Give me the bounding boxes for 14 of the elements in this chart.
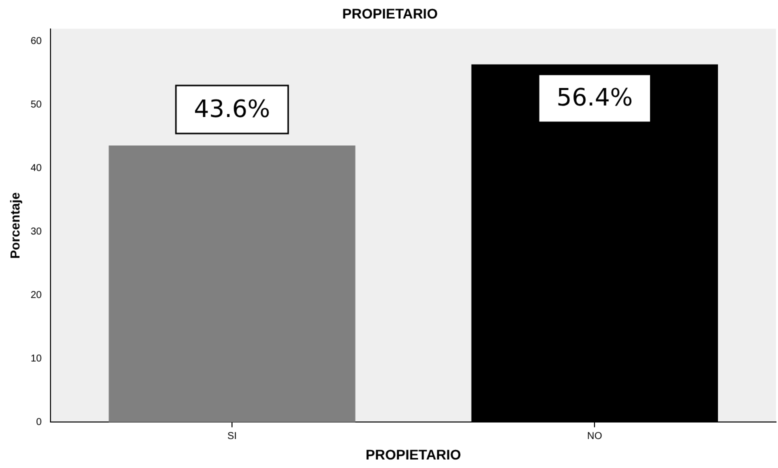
y-tick-label: 30 [30, 226, 42, 238]
data-label: 43.6% [194, 94, 270, 123]
chart-title: PROPIETARIO [342, 5, 438, 22]
y-tick-label: 40 [30, 163, 42, 174]
data-label: 56.4% [556, 84, 633, 112]
y-tick-label: 10 [30, 354, 42, 364]
y-tick-label: 0 [36, 416, 42, 428]
x-tick-label: SI [227, 430, 237, 442]
x-axis-title: PROPIETARIO [366, 446, 462, 462]
y-axis-title: Porcentaje [7, 192, 22, 259]
y-tick-label: 60 [30, 36, 42, 48]
y-tick-label: 20 [30, 290, 42, 302]
x-tick-label: NO [587, 430, 602, 442]
y-tick-label: 50 [30, 100, 42, 111]
